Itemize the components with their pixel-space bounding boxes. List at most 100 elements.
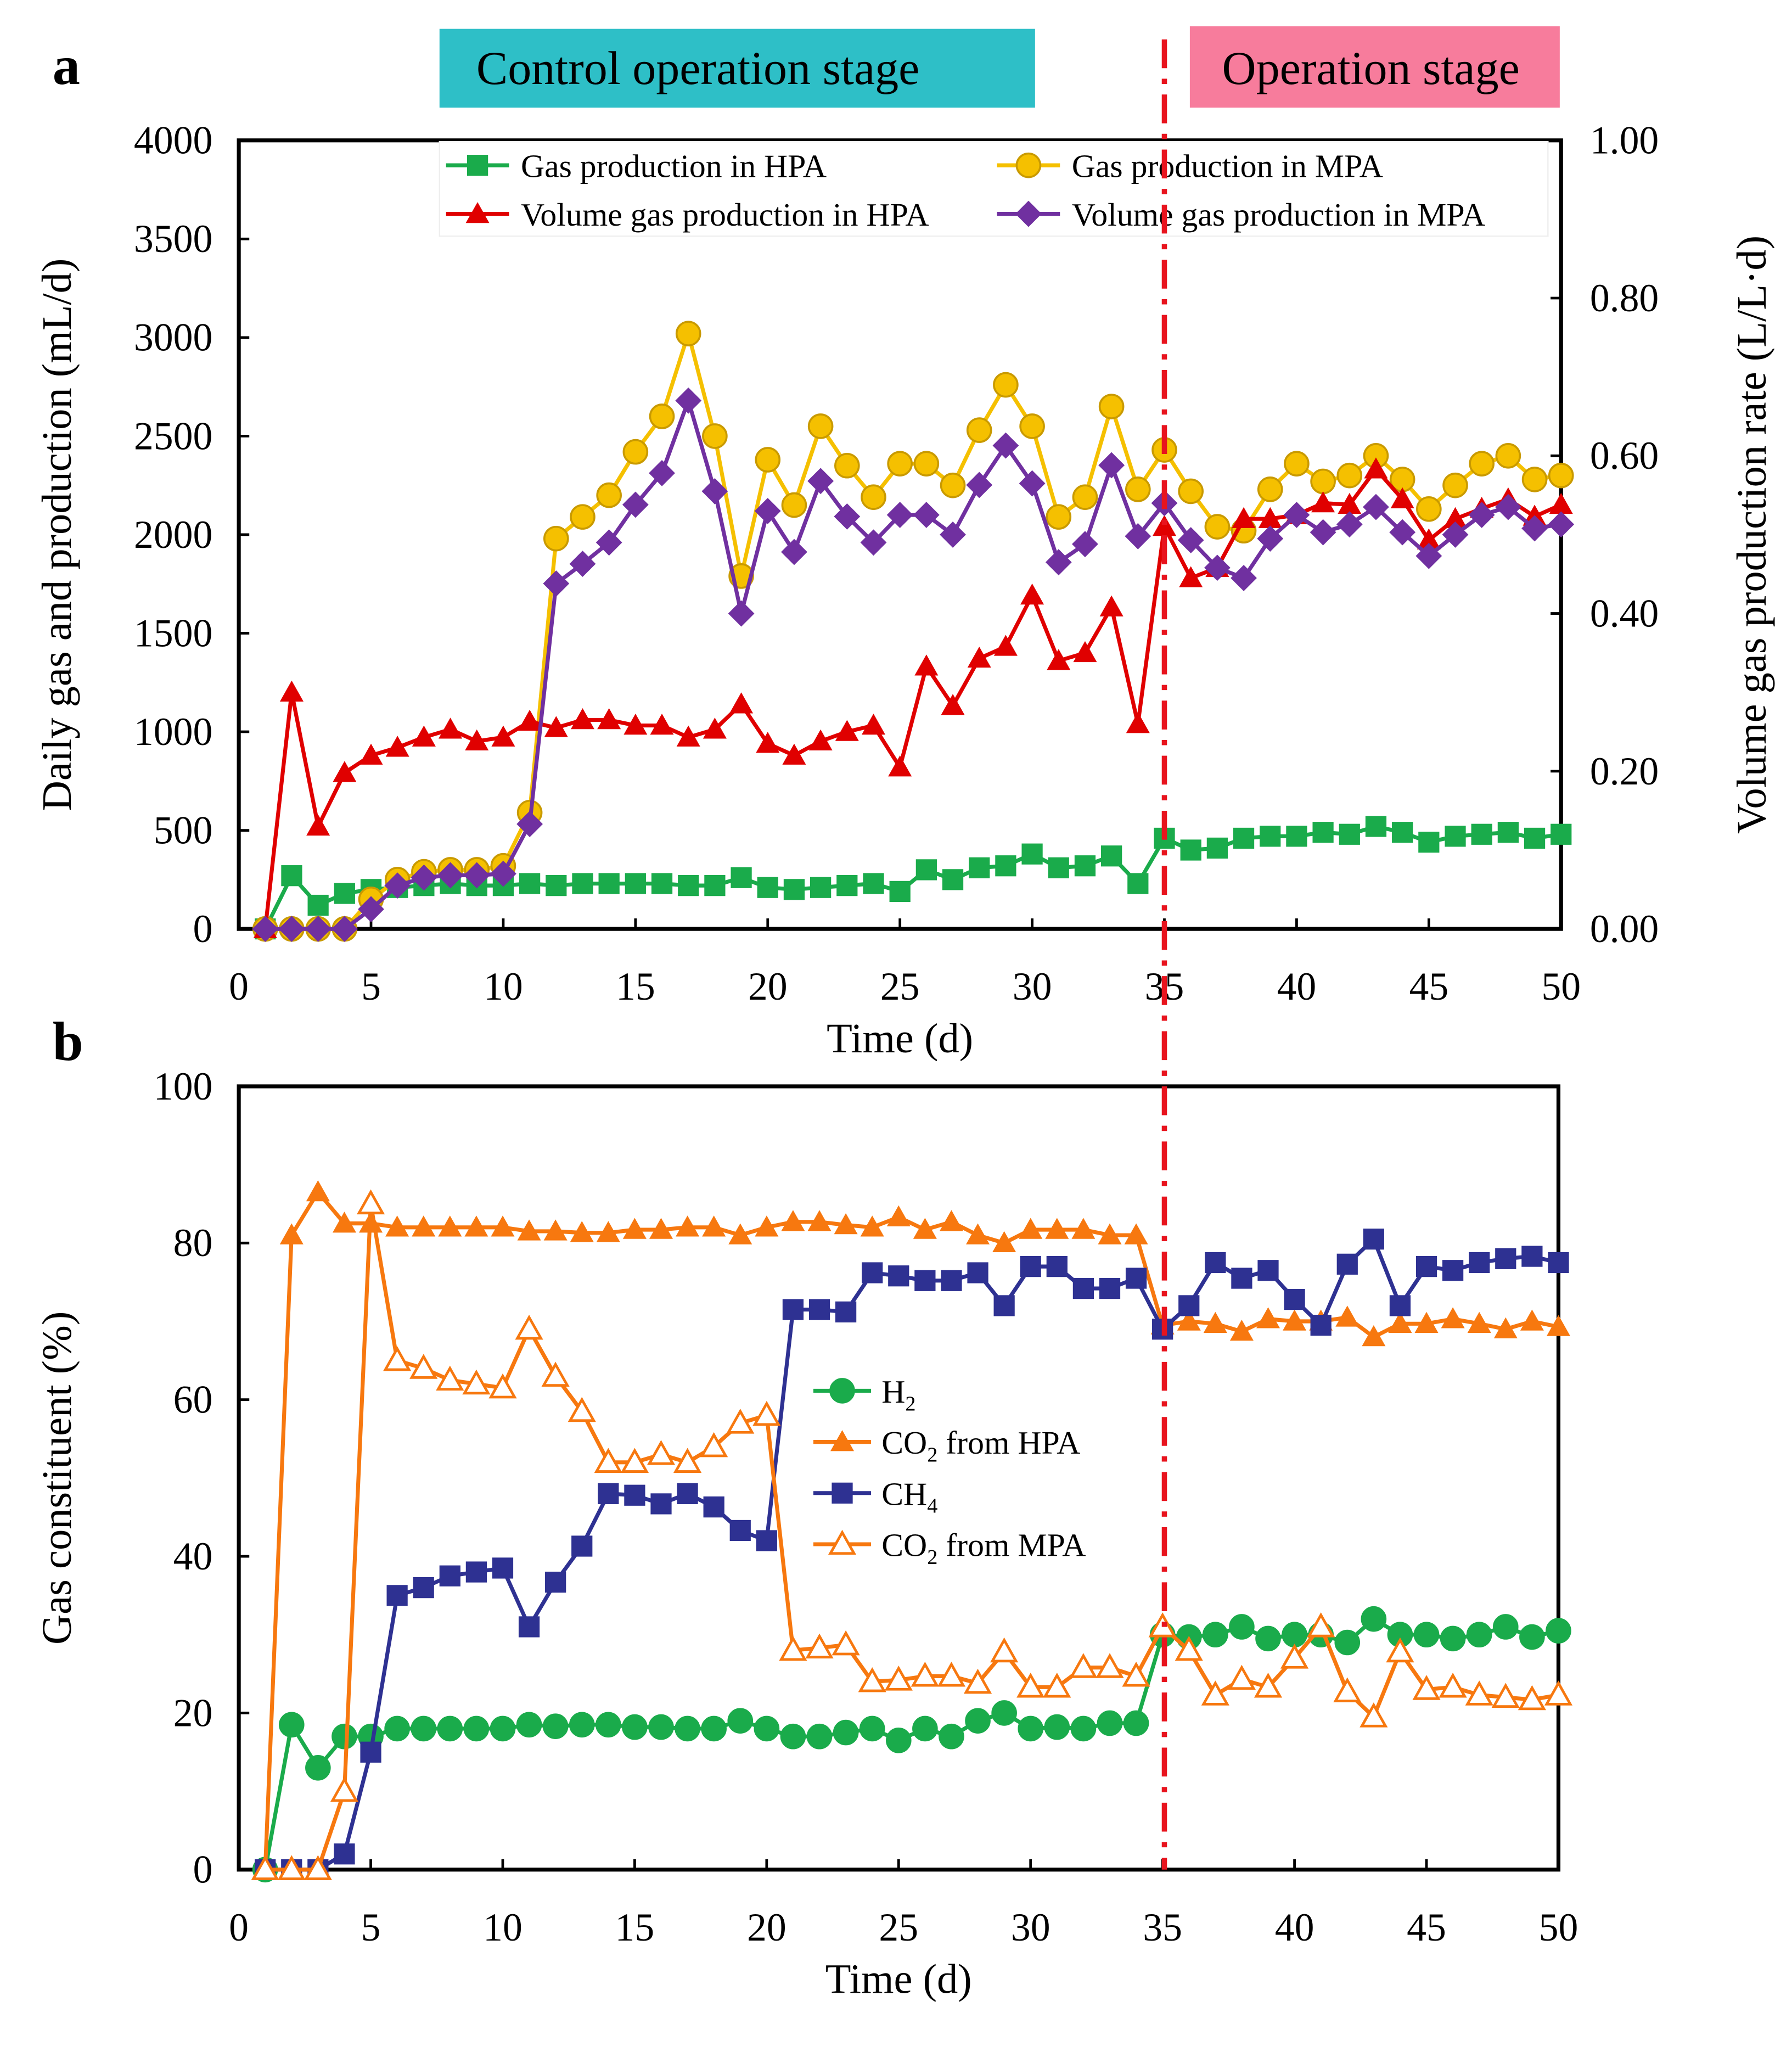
circle-marker xyxy=(887,451,913,476)
open-triangle-marker xyxy=(1280,1644,1309,1669)
square-marker xyxy=(783,879,805,900)
diamond-marker xyxy=(1521,515,1548,542)
panel-label-b: b xyxy=(53,1011,83,1072)
square-marker xyxy=(1257,1260,1279,1281)
square-marker xyxy=(624,1484,645,1506)
open-triangle-marker xyxy=(383,1345,412,1371)
x-tick-label: 10 xyxy=(484,965,523,1008)
y-tick-label: 20 xyxy=(173,1691,213,1735)
circle-marker xyxy=(780,1723,806,1750)
square-marker xyxy=(757,877,778,898)
x-tick-label: 25 xyxy=(879,1905,918,1949)
square-marker xyxy=(888,1265,909,1287)
circle-marker xyxy=(1015,152,1042,178)
diamond-marker xyxy=(728,600,755,627)
triangle-marker xyxy=(1229,1320,1254,1341)
circle-marker xyxy=(542,1713,569,1739)
circle-marker xyxy=(570,504,596,530)
x-tick-label: 40 xyxy=(1275,1905,1314,1949)
triangle-marker xyxy=(439,717,463,739)
triangle-marker xyxy=(1126,712,1150,733)
x-tick-label: 40 xyxy=(1277,965,1317,1008)
diamond-marker xyxy=(252,916,279,943)
legend-label: Volume gas production in HPA xyxy=(521,197,929,233)
circle-marker xyxy=(1125,476,1151,502)
square-marker xyxy=(1127,873,1149,894)
diamond-marker xyxy=(543,570,570,597)
diamond-marker xyxy=(1072,531,1098,558)
square-marker xyxy=(1389,1295,1411,1316)
series-co2-from-mpa xyxy=(251,1189,1573,1880)
triangle-marker xyxy=(1045,1218,1069,1239)
open-triangle-marker xyxy=(1122,1661,1150,1687)
circle-marker xyxy=(885,1728,912,1753)
circle-marker xyxy=(912,1715,938,1742)
diamond-marker xyxy=(1442,522,1469,548)
circle-marker xyxy=(859,1715,885,1742)
y2-tick-label: 0.60 xyxy=(1590,434,1659,478)
x-tick-label: 45 xyxy=(1407,1905,1446,1949)
x-axis-label: Time (d) xyxy=(827,1015,973,1062)
triangle-marker xyxy=(518,709,542,731)
square-marker xyxy=(1099,1277,1121,1299)
triangle-marker xyxy=(728,1223,752,1244)
circle-marker xyxy=(437,1715,463,1742)
square-marker xyxy=(1020,1255,1041,1277)
square-marker xyxy=(1074,855,1096,877)
circle-marker xyxy=(1361,1606,1387,1632)
square-marker xyxy=(1524,827,1546,849)
square-marker xyxy=(782,1299,804,1320)
open-triangle-marker xyxy=(990,1637,1019,1663)
triangle-marker xyxy=(1256,1307,1280,1328)
banner-control xyxy=(439,29,1035,108)
circle-marker xyxy=(1413,1622,1440,1648)
y-axis-label: Gas constituent (%) xyxy=(33,1311,80,1645)
triangle-marker xyxy=(438,1215,462,1237)
legend-label: CO2 from HPA xyxy=(881,1425,1080,1466)
square-marker xyxy=(1021,843,1043,865)
square-marker xyxy=(993,1295,1015,1316)
square-marker xyxy=(1310,1315,1332,1336)
open-triangle-marker xyxy=(1439,1672,1467,1698)
legend-item: H2 xyxy=(813,1373,915,1415)
circle-marker xyxy=(913,451,940,476)
banner-operation-text: Operation stage xyxy=(1222,42,1520,94)
triangle-marker xyxy=(1364,457,1388,479)
square-marker xyxy=(518,1616,540,1638)
square-marker xyxy=(334,1843,355,1865)
circle-marker xyxy=(1204,514,1231,540)
circle-marker xyxy=(939,1723,964,1750)
legend-label: Gas production in HPA xyxy=(521,148,827,184)
open-triangle-marker xyxy=(779,1635,807,1661)
series-h2 xyxy=(252,1606,1571,1883)
diamond-marker xyxy=(1015,200,1042,227)
square-marker xyxy=(1178,1295,1200,1316)
x-tick-label: 25 xyxy=(880,965,920,1008)
open-triangle-marker xyxy=(726,1409,755,1434)
square-marker xyxy=(1072,1277,1094,1299)
y2-tick-label: 0.00 xyxy=(1590,907,1659,951)
circle-marker xyxy=(727,1708,754,1734)
square-marker xyxy=(1205,1252,1226,1274)
diamond-marker xyxy=(992,432,1019,459)
triangle-marker xyxy=(860,1215,884,1237)
diamond-marker xyxy=(490,860,516,887)
open-triangle-marker xyxy=(752,1400,781,1426)
square-marker xyxy=(863,873,884,894)
triangle-marker xyxy=(1417,528,1441,550)
triangle-marker xyxy=(517,1219,541,1241)
open-triangle-marker xyxy=(304,1855,332,1880)
circle-marker xyxy=(411,1715,437,1742)
triangle-marker xyxy=(1549,492,1573,514)
square-marker xyxy=(598,873,620,894)
x-tick-label: 15 xyxy=(616,965,655,1008)
diamond-marker xyxy=(1204,554,1231,581)
diamond-marker xyxy=(1045,549,1072,576)
triangle-marker xyxy=(1203,1311,1227,1333)
x-tick-label: 50 xyxy=(1541,965,1581,1008)
square-marker xyxy=(465,1561,487,1583)
x-tick-label: 45 xyxy=(1409,965,1448,1008)
circle-marker xyxy=(543,525,569,552)
triangle-marker xyxy=(412,1215,436,1237)
